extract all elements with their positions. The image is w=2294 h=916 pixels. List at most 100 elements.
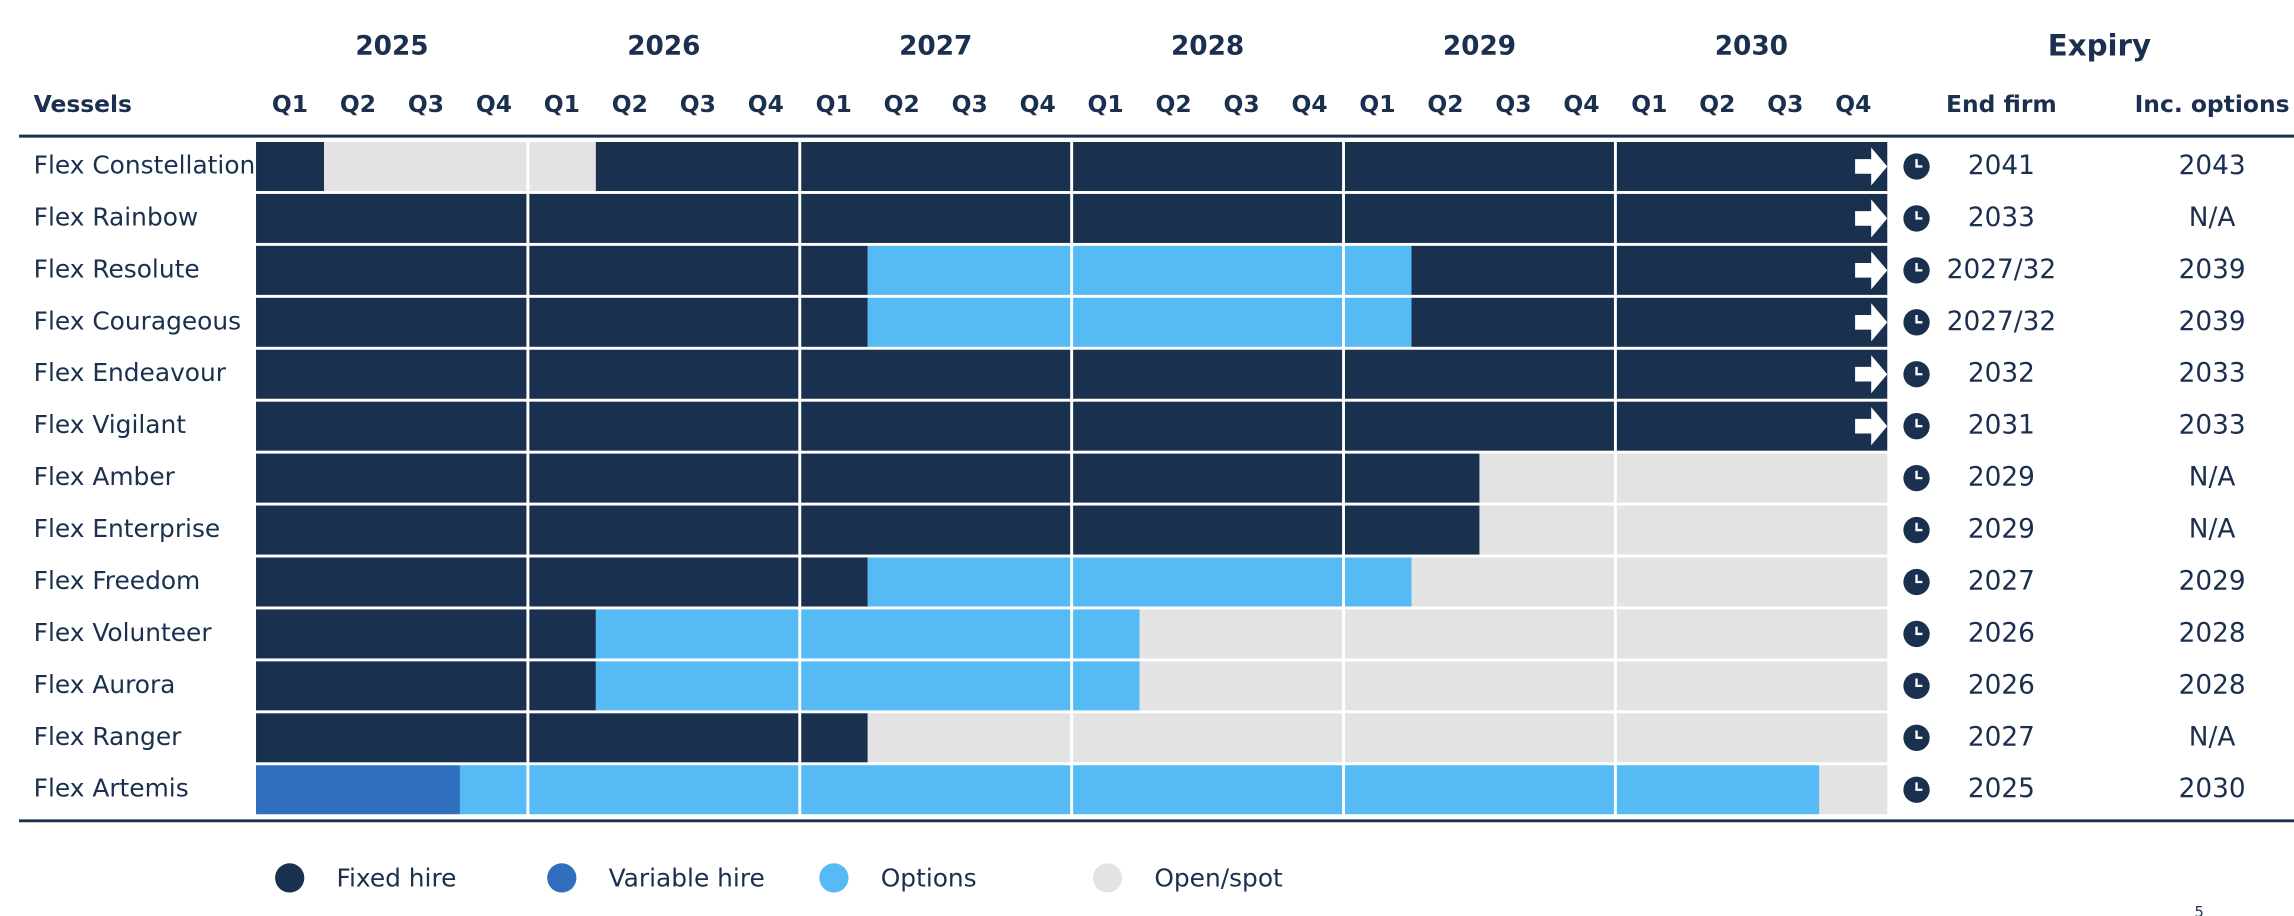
vessels-header: Vessels (34, 90, 132, 118)
end-firm: 2026 (1968, 670, 2035, 700)
segment (1411, 297, 1888, 347)
segment (1479, 505, 1888, 555)
inc-options: 2039 (2179, 307, 2246, 337)
quarter-label: Q4 (1835, 90, 1871, 118)
quarter-label: Q1 (1359, 90, 1395, 118)
end-firm: 2027 (1968, 722, 2035, 752)
segment (1411, 557, 1888, 607)
clock-hands (1915, 159, 1923, 168)
segment (459, 765, 1820, 815)
page-number: 5 (2195, 904, 2204, 916)
clock-hands (1915, 782, 1923, 791)
quarter-label: Q4 (476, 90, 512, 118)
vessel-name: Flex Ranger (34, 722, 182, 751)
inc-options: N/A (2189, 722, 2236, 752)
inc-options: N/A (2189, 515, 2236, 545)
quarter-label: Q4 (1020, 90, 1056, 118)
quarter-label: Q2 (612, 90, 648, 118)
segment (256, 245, 868, 295)
segment (1139, 661, 1888, 711)
vessel-name: Flex Resolute (34, 254, 200, 283)
inc-options: 2029 (2179, 566, 2246, 596)
segment (1411, 245, 1888, 295)
segment (256, 557, 868, 607)
quarter-label: Q2 (1699, 90, 1735, 118)
inc-options: 2033 (2179, 359, 2246, 389)
clock-hands (1915, 730, 1923, 739)
segment (323, 141, 596, 192)
segment (256, 505, 1480, 555)
segment (867, 713, 1888, 763)
continue-arrow (1855, 407, 1888, 446)
clock-hands (1915, 574, 1923, 584)
inc-options: N/A (2189, 203, 2236, 233)
segment (595, 661, 1140, 711)
end-firm: 2041 (1968, 151, 2035, 181)
quarter-label: Q4 (748, 90, 784, 118)
quarter-label: Q4 (1291, 90, 1327, 118)
end-firm: 2032 (1968, 359, 2035, 389)
vessel-name: Flex Freedom (34, 566, 201, 595)
inc-options: 2043 (2179, 151, 2246, 181)
quarter-label: Q1 (1088, 90, 1124, 118)
quarter-label: Q2 (340, 90, 376, 118)
clock-hands (1915, 470, 1923, 480)
expiry-column: Inc. options (2135, 90, 2290, 118)
vessel-name: Flex Courageous (34, 306, 241, 335)
end-firm: 2029 (1968, 515, 2035, 545)
inc-options: 2039 (2179, 255, 2246, 285)
vessel-name: Flex Artemis (34, 774, 189, 803)
clock-hands (1915, 263, 1923, 272)
segment (1139, 609, 1888, 659)
segment (256, 661, 596, 711)
clock-hands (1915, 366, 1923, 376)
quarter-label: Q3 (1767, 90, 1803, 118)
segment (595, 141, 1888, 192)
vessel-name: Flex Endeavour (34, 358, 227, 387)
year-label: 2030 (1715, 31, 1788, 61)
year-label: 2026 (627, 31, 700, 61)
legend-label: Fixed hire (336, 863, 456, 892)
segment (256, 609, 596, 659)
year-label: 2028 (1171, 31, 1244, 61)
end-firm: 2027/32 (1947, 255, 2056, 285)
legend-label: Open/spot (1154, 863, 1283, 892)
segment (256, 297, 868, 347)
year-label: 2029 (1443, 31, 1516, 61)
clock-hands (1915, 626, 1923, 636)
quarter-label: Q2 (884, 90, 920, 118)
quarter-label: Q3 (952, 90, 988, 118)
vessel-name: Flex Vigilant (34, 410, 187, 439)
end-firm: 2025 (1968, 774, 2035, 804)
segment (256, 765, 460, 815)
clock-hands (1915, 522, 1923, 532)
clock-hands (1915, 678, 1923, 688)
end-firm: 2029 (1968, 463, 2035, 493)
legend-swatch (275, 863, 305, 893)
clock-hands (1915, 314, 1923, 324)
continue-arrow (1855, 147, 1888, 186)
quarter-label: Q3 (680, 90, 716, 118)
segment (1819, 765, 1888, 815)
inc-options: 2030 (2179, 774, 2246, 804)
segment (256, 713, 868, 763)
inc-options: N/A (2189, 463, 2236, 493)
vessel-name: Flex Volunteer (34, 618, 213, 647)
vessel-name: Flex Constellation (34, 150, 256, 179)
segment (256, 141, 324, 192)
end-firm: 2027 (1968, 566, 2035, 596)
quarter-label: Q3 (1495, 90, 1531, 118)
segment (867, 245, 1412, 295)
legend-label: Variable hire (609, 863, 765, 892)
clock-hands (1915, 418, 1923, 428)
quarter-label: Q1 (544, 90, 580, 118)
clock-hands (1915, 211, 1923, 220)
segment (867, 557, 1412, 607)
segment (1479, 453, 1888, 503)
legend-swatch (819, 863, 849, 893)
vessel-name: Flex Rainbow (34, 202, 199, 231)
quarter-label: Q1 (1631, 90, 1667, 118)
quarter-label: Q2 (1156, 90, 1192, 118)
